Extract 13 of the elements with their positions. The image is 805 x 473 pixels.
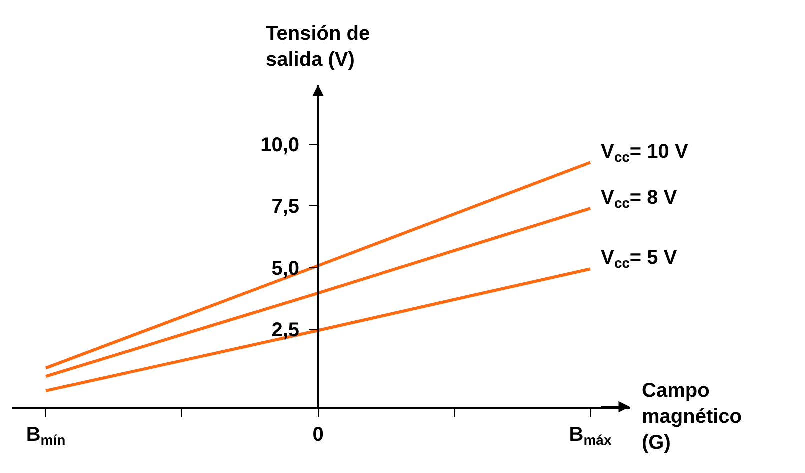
series-label: V$_{cc}$= 10 V xyxy=(601,141,689,166)
y-tick-label: 5,0 xyxy=(272,258,300,280)
y-tick-label: 2,5 xyxy=(272,320,300,342)
y-tick-label: 10,0 xyxy=(260,134,300,156)
y-axis-title: Tensión de salida (V) xyxy=(266,23,370,71)
x-tick-label: B$_{mín}$ xyxy=(26,424,66,448)
x-tick-label: B$_{máx}$ xyxy=(569,424,612,448)
series-label: V$_{cc}$= 5 V xyxy=(601,247,678,272)
x-tick-label: 0 xyxy=(312,424,324,446)
y-tick-label: 7,5 xyxy=(272,196,300,218)
series-label: V$_{cc}$= 8 V xyxy=(601,187,678,212)
x-axis-title: Campo magnético (G) xyxy=(642,380,742,454)
line-series xyxy=(44,161,592,370)
